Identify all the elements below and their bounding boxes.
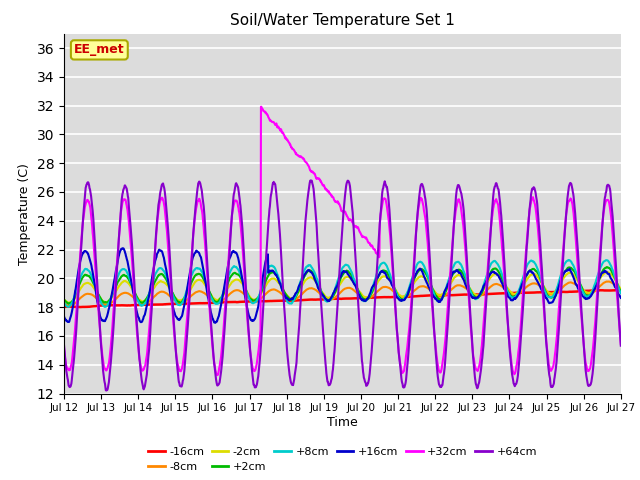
+16cm: [118, 245, 126, 251]
+64cm: [102, 388, 110, 394]
-8cm: [184, 296, 192, 302]
Text: EE_met: EE_met: [74, 43, 125, 56]
+16cm: [429, 294, 437, 300]
-16cm: [429, 292, 437, 298]
Line: +32cm: +32cm: [64, 107, 621, 375]
+32cm: [552, 348, 559, 354]
+8cm: [171, 297, 179, 302]
+2cm: [246, 296, 254, 302]
+16cm: [211, 320, 219, 325]
+2cm: [617, 288, 625, 294]
-2cm: [60, 297, 68, 302]
-8cm: [551, 291, 559, 297]
-8cm: [246, 297, 254, 302]
-16cm: [246, 299, 254, 304]
+32cm: [246, 350, 254, 356]
+16cm: [171, 310, 179, 316]
Legend: -16cm, -8cm, -2cm, +2cm, +8cm, +16cm, +32cm, +64cm: -16cm, -8cm, -2cm, +2cm, +8cm, +16cm, +3…: [143, 443, 541, 477]
X-axis label: Time: Time: [327, 416, 358, 429]
+64cm: [617, 343, 625, 348]
-16cm: [76, 304, 84, 310]
+64cm: [552, 369, 559, 374]
-16cm: [171, 301, 179, 307]
-16cm: [60, 304, 68, 310]
+64cm: [246, 351, 254, 357]
+32cm: [214, 372, 221, 378]
-8cm: [65, 303, 73, 309]
Line: -2cm: -2cm: [64, 272, 621, 303]
-8cm: [617, 288, 625, 293]
+32cm: [429, 322, 437, 327]
-2cm: [246, 295, 254, 300]
+16cm: [502, 289, 510, 295]
+64cm: [502, 294, 510, 300]
+2cm: [184, 287, 192, 293]
-2cm: [171, 294, 179, 300]
-16cm: [551, 289, 559, 295]
+32cm: [184, 305, 191, 311]
-2cm: [617, 286, 625, 292]
+8cm: [429, 288, 437, 294]
+8cm: [184, 283, 192, 288]
+64cm: [184, 316, 192, 322]
+2cm: [429, 287, 437, 293]
+2cm: [502, 284, 509, 290]
-2cm: [184, 290, 192, 296]
-2cm: [603, 269, 611, 275]
Line: +64cm: +64cm: [64, 180, 621, 391]
+16cm: [617, 295, 625, 301]
+64cm: [307, 178, 314, 183]
+16cm: [247, 317, 255, 323]
-2cm: [502, 283, 509, 288]
+8cm: [246, 298, 254, 304]
+64cm: [429, 317, 437, 323]
-16cm: [502, 290, 509, 296]
+2cm: [60, 297, 68, 302]
+32cm: [170, 331, 178, 336]
+32cm: [617, 341, 625, 347]
+64cm: [171, 332, 179, 337]
Line: +2cm: +2cm: [64, 267, 621, 304]
+8cm: [565, 257, 573, 263]
-8cm: [429, 290, 437, 296]
-8cm: [605, 278, 612, 284]
Line: +8cm: +8cm: [64, 260, 621, 307]
+2cm: [65, 301, 72, 307]
-8cm: [60, 300, 68, 306]
-16cm: [184, 301, 192, 307]
Line: -16cm: -16cm: [64, 290, 621, 307]
Y-axis label: Temperature (C): Temperature (C): [18, 163, 31, 264]
+8cm: [60, 300, 68, 306]
+2cm: [603, 264, 611, 270]
Line: -8cm: -8cm: [64, 281, 621, 306]
+2cm: [551, 292, 559, 298]
+8cm: [617, 290, 625, 296]
+32cm: [502, 301, 510, 307]
Title: Soil/Water Temperature Set 1: Soil/Water Temperature Set 1: [230, 13, 455, 28]
-16cm: [617, 287, 625, 293]
+2cm: [171, 294, 179, 300]
+16cm: [552, 294, 559, 300]
+32cm: [257, 104, 265, 109]
-2cm: [551, 288, 559, 294]
+8cm: [101, 304, 109, 310]
-2cm: [429, 287, 437, 292]
-8cm: [171, 297, 179, 303]
Line: +16cm: +16cm: [64, 248, 621, 323]
+16cm: [184, 279, 192, 285]
+64cm: [60, 342, 68, 348]
-8cm: [502, 287, 509, 293]
+8cm: [502, 283, 509, 289]
-2cm: [65, 300, 73, 306]
+32cm: [60, 345, 68, 351]
+16cm: [60, 313, 68, 319]
+8cm: [551, 290, 559, 296]
